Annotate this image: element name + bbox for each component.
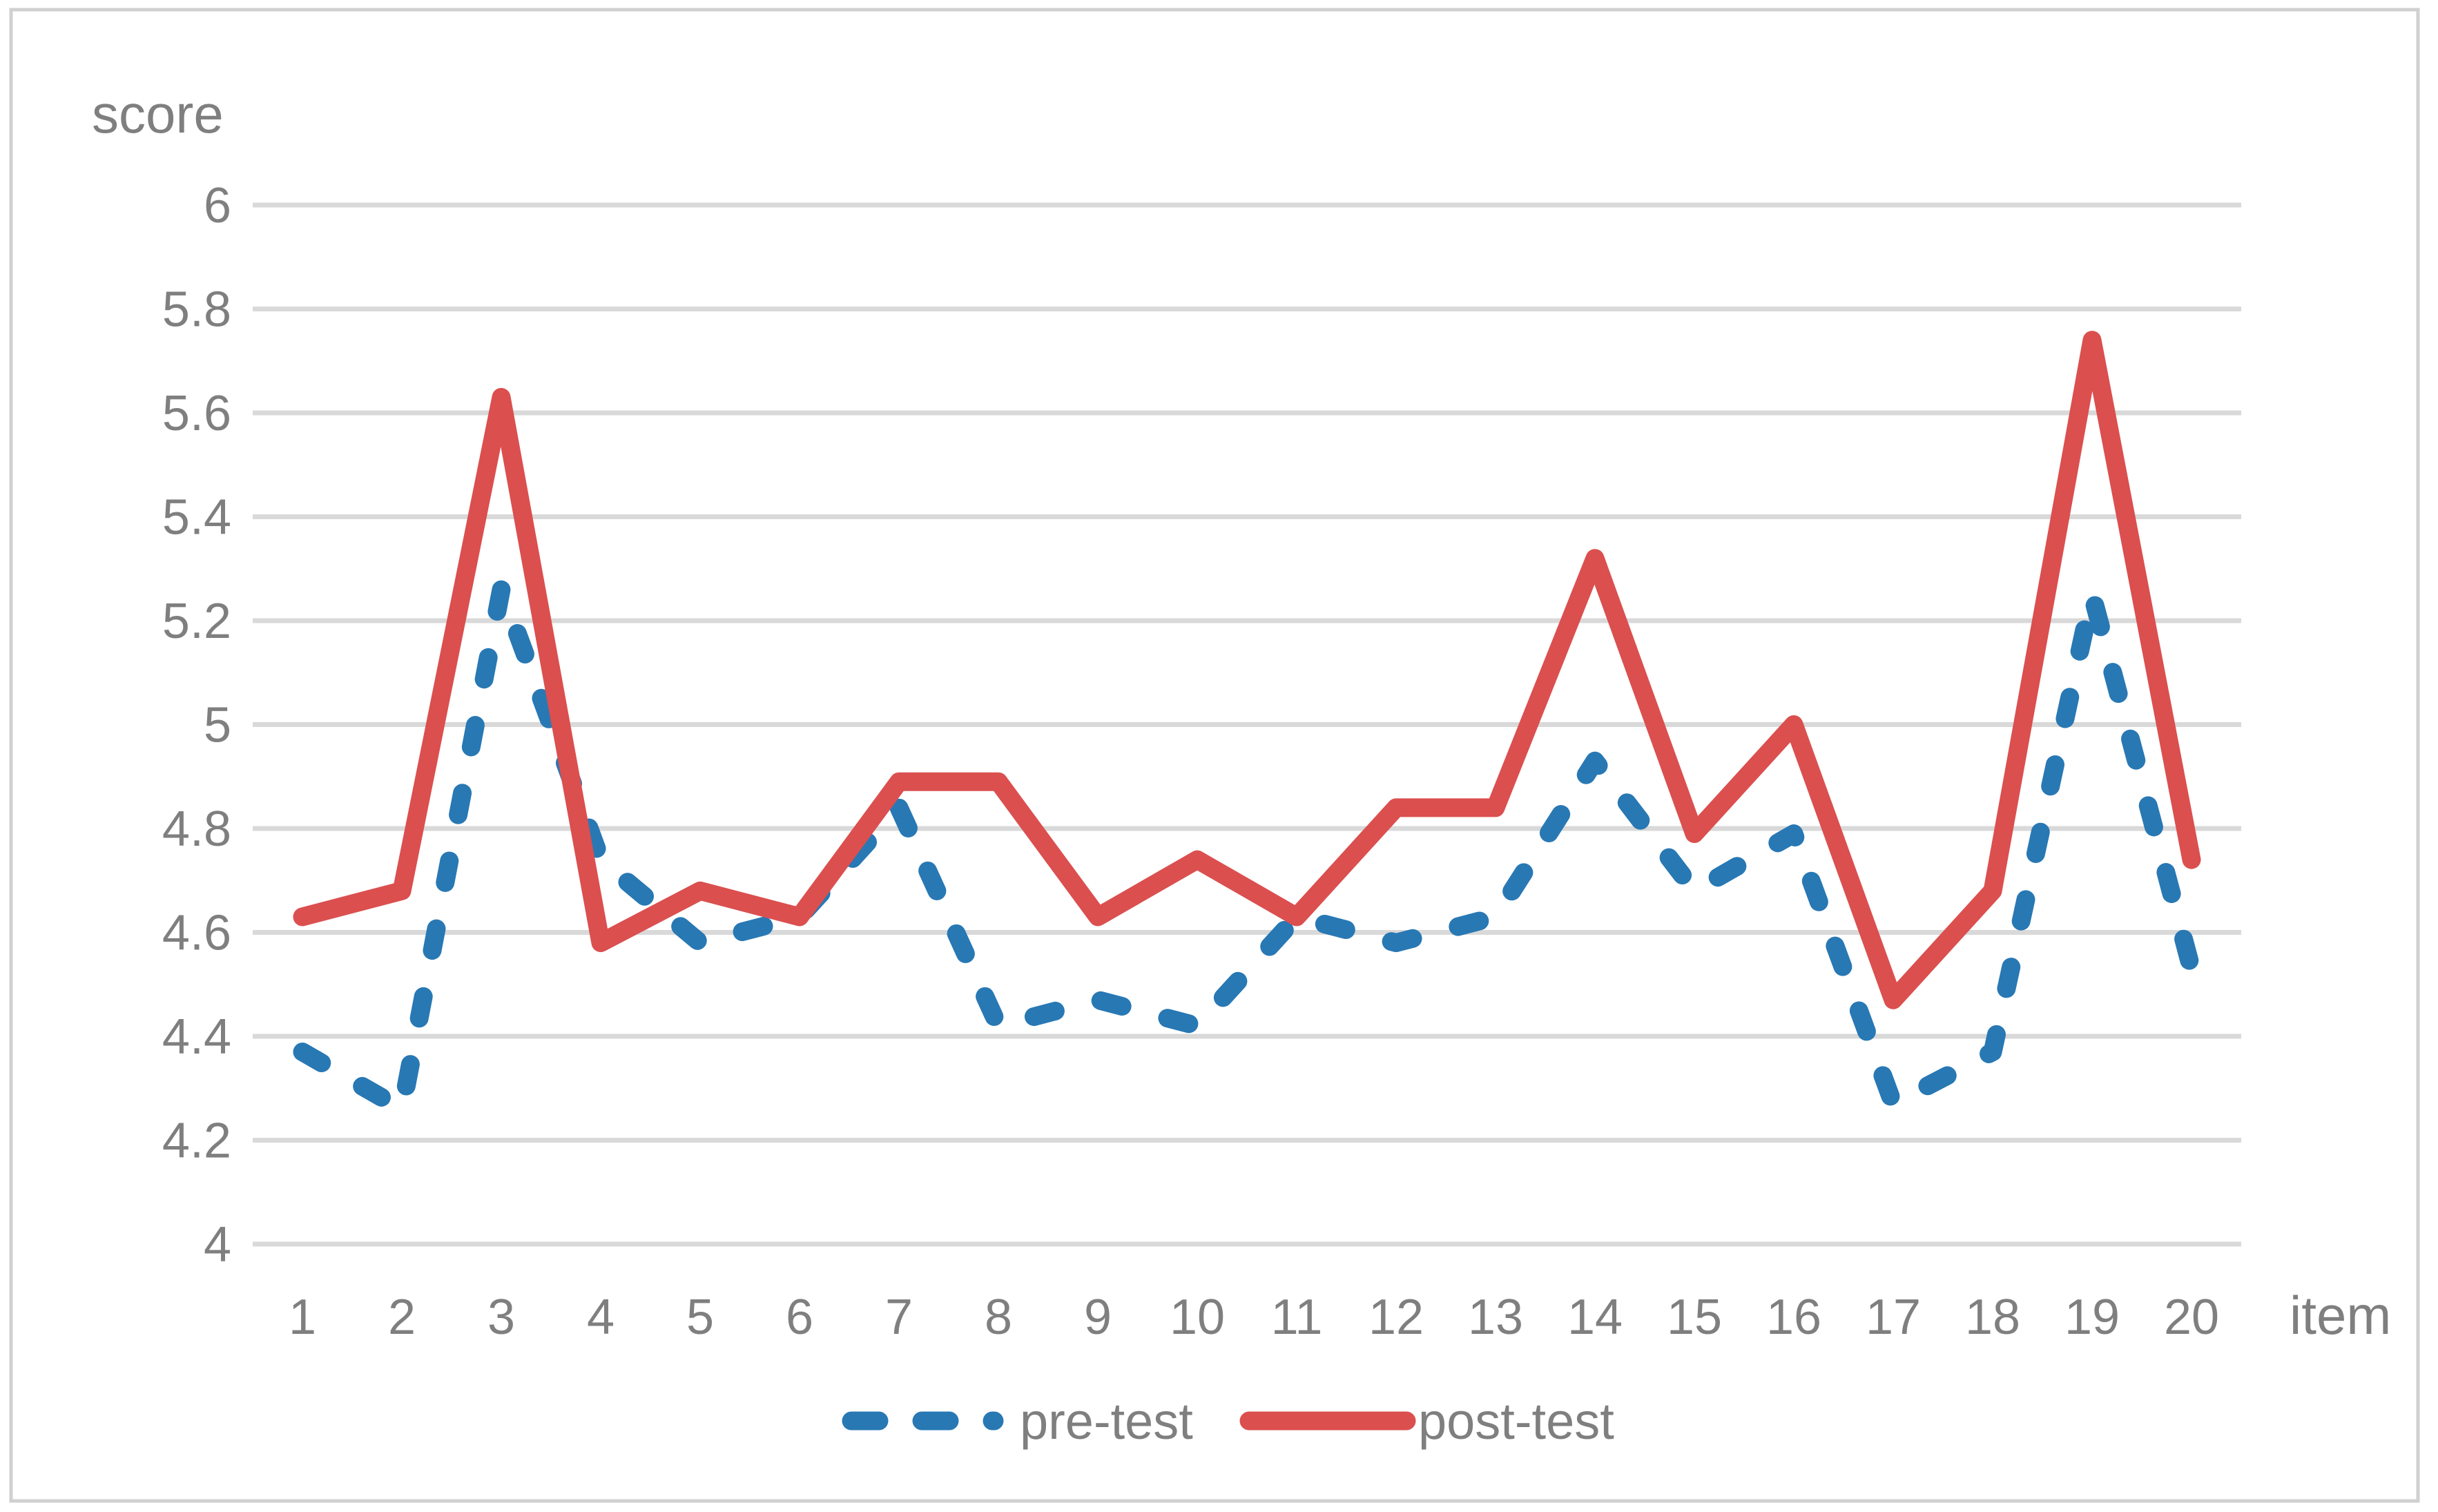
y-tick-label: 5.2 [162, 594, 231, 649]
x-tick-label: 15 [1667, 1290, 1722, 1345]
series-line-post-test [293, 331, 2201, 1009]
legend-label-pre-test: pre-test [1020, 1393, 1193, 1450]
y-tick-label: 4.8 [162, 802, 231, 857]
x-tick-label: 5 [686, 1290, 714, 1345]
x-tick-label: 6 [786, 1290, 813, 1345]
legend: pre-test post-test [842, 1393, 1614, 1450]
gridlines-group [253, 202, 2241, 1247]
x-tick-label: 10 [1170, 1290, 1225, 1345]
y-tick-label: 4 [204, 1217, 231, 1272]
x-tick-label: 16 [1766, 1290, 1821, 1345]
x-tick-label: 4 [587, 1290, 615, 1345]
y-axis-title: score [92, 84, 224, 144]
x-tick-label: 14 [1567, 1290, 1623, 1345]
chart-border [9, 8, 2420, 1503]
y-tick-label: 6 [204, 178, 231, 233]
x-tick-label: 11 [1271, 1290, 1323, 1345]
x-axis-title: item [2290, 1285, 2391, 1346]
x-tick-label: 17 [1866, 1290, 1921, 1345]
x-tick-label: 18 [1965, 1290, 2020, 1345]
x-tick-label: 12 [1368, 1290, 1424, 1345]
legend-label-post-test: post-test [1418, 1393, 1614, 1450]
y-tick-label: 5.8 [162, 282, 231, 338]
x-tick-label: 3 [487, 1290, 515, 1345]
y-tick-label: 5.6 [162, 386, 231, 441]
x-tick-label: 8 [985, 1290, 1012, 1345]
x-tick-label: 7 [885, 1290, 913, 1345]
x-tick-label: 1 [289, 1290, 316, 1345]
y-tick-label: 4.6 [162, 906, 231, 961]
y-axis-tick-labels: 6 5.8 5.6 5.4 5.2 5 4.8 4.6 4.4 4.2 4 [162, 178, 231, 1272]
y-tick-label: 5.4 [162, 490, 231, 545]
series-group [293, 331, 2201, 1118]
x-tick-label: 2 [388, 1290, 416, 1345]
x-axis-tick-labels: 1 2 3 4 5 6 7 8 9 10 11 12 13 14 15 16 17 18 19 20 [289, 1290, 2219, 1345]
y-tick-label: 4.4 [162, 1009, 231, 1065]
x-tick-label: 19 [2064, 1290, 2120, 1345]
x-tick-label: 9 [1084, 1290, 1112, 1345]
y-tick-label: 5 [204, 698, 231, 753]
y-tick-label: 4.2 [162, 1114, 231, 1169]
x-tick-label: 13 [1468, 1290, 1523, 1345]
x-tick-label: 20 [2164, 1290, 2219, 1345]
